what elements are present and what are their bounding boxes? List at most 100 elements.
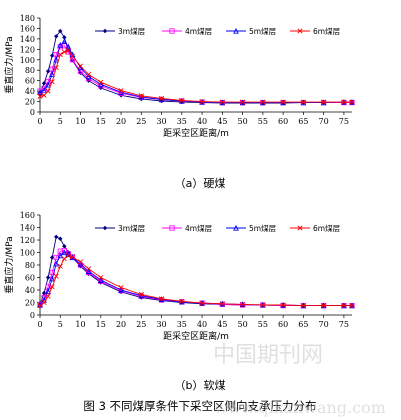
series-line [39, 30, 352, 104]
x-tick-label: 15 [96, 117, 106, 126]
series-1 [37, 234, 355, 308]
data-point [45, 288, 51, 294]
legend-label: 6m煤层 [313, 223, 341, 233]
y-tick-label: 20 [25, 299, 35, 308]
y-tick-label: 140 [20, 35, 35, 44]
data-point [85, 268, 92, 274]
data-point [41, 299, 47, 306]
series-line [39, 250, 352, 307]
x-tick-label: 65 [298, 117, 308, 126]
legend-item: 3m煤层 [95, 26, 146, 36]
x-tick-label: 25 [136, 320, 146, 329]
data-point [53, 260, 60, 267]
data-point [97, 276, 104, 283]
x-tick-label: 0 [37, 117, 42, 126]
data-point [85, 73, 92, 80]
data-point [179, 298, 185, 304]
chart-panel-b: 0 20 40 60 80 100 120 140 160 0 5 10 15 20 25 30 35 40 45 5… [3, 211, 355, 342]
legend-item: 6m煤层 [290, 223, 341, 233]
x-tick-label: 75 [339, 117, 349, 126]
y-tick-label: 80 [25, 261, 35, 270]
data-point [54, 34, 59, 39]
data-point [86, 71, 92, 77]
legend-item: 4m煤层 [162, 26, 213, 36]
data-point [118, 284, 124, 291]
data-point [41, 81, 47, 86]
x-axis-label: 距采空区距离/m [163, 127, 229, 139]
x-tick-label: 35 [177, 117, 187, 126]
x-tick-label: 40 [197, 117, 207, 126]
data-point [45, 69, 51, 74]
data-point [45, 293, 51, 299]
data-point [49, 284, 55, 290]
data-point [49, 255, 55, 260]
x-tick-label: 20 [116, 320, 126, 329]
legend-item: 4m煤层 [162, 223, 213, 233]
data-point [86, 266, 92, 272]
legend-marker [233, 27, 239, 34]
legend-label: 5m煤层 [249, 26, 277, 36]
y-tick-label: 60 [25, 77, 35, 86]
data-point [321, 303, 327, 309]
data-point [53, 65, 59, 71]
data-point [199, 99, 205, 105]
x-tick-label: 5 [58, 320, 63, 329]
legend-marker [102, 225, 108, 231]
data-point [57, 263, 63, 269]
series-3 [37, 38, 355, 106]
legend-marker [297, 225, 303, 231]
x-tick-label: 45 [217, 117, 227, 126]
data-point [62, 35, 67, 40]
data-point [78, 259, 84, 265]
data-point [58, 236, 63, 241]
data-point [240, 301, 246, 307]
legend-label: 4m煤层 [185, 26, 213, 36]
data-point [69, 53, 75, 59]
y-tick-label: 100 [20, 56, 35, 65]
series-line [39, 255, 352, 307]
data-point [41, 85, 47, 92]
x-tick-label: 70 [319, 117, 329, 126]
legend-marker [297, 28, 303, 34]
data-point [41, 86, 47, 93]
y-tick-label: 120 [20, 236, 35, 245]
data-point [159, 95, 165, 101]
data-point [45, 275, 51, 280]
data-point [69, 254, 75, 260]
data-point [138, 291, 144, 297]
x-tick-label: 30 [156, 117, 166, 126]
x-axis-label: 距采空区距离/m [163, 330, 229, 342]
data-point [57, 52, 63, 58]
data-point [53, 56, 60, 63]
data-point [37, 303, 43, 309]
series-1 [37, 28, 355, 106]
watermark-url: www.qikanwang.com [214, 398, 386, 417]
data-point [300, 303, 306, 309]
data-point [179, 97, 185, 104]
data-point [98, 79, 104, 85]
chart-caption-a: （a）硬煤 [175, 177, 226, 190]
data-point [199, 300, 205, 306]
chart-caption-b: （b）软煤 [175, 378, 226, 392]
x-tick-label: 60 [278, 320, 288, 329]
series-2 [37, 248, 355, 309]
y-tick-label: 100 [20, 249, 35, 258]
legend-label: 3m煤层 [118, 26, 146, 36]
x-tick-label: 50 [238, 117, 248, 126]
data-point [159, 296, 165, 302]
data-point [77, 68, 84, 74]
data-point [69, 57, 76, 63]
y-tick-label: 20 [25, 98, 35, 107]
data-point [341, 99, 347, 105]
x-tick-label: 0 [37, 320, 42, 329]
data-point [57, 252, 64, 259]
x-tick-label: 70 [319, 320, 329, 329]
series-4 [37, 253, 355, 309]
x-tick-label: 75 [339, 320, 349, 329]
data-point [349, 99, 355, 105]
legend-label: 4m煤层 [185, 223, 213, 233]
y-tick-label: 40 [25, 286, 35, 295]
data-point [65, 43, 72, 50]
y-tick-label: 0 [30, 108, 35, 117]
data-point [219, 99, 225, 105]
